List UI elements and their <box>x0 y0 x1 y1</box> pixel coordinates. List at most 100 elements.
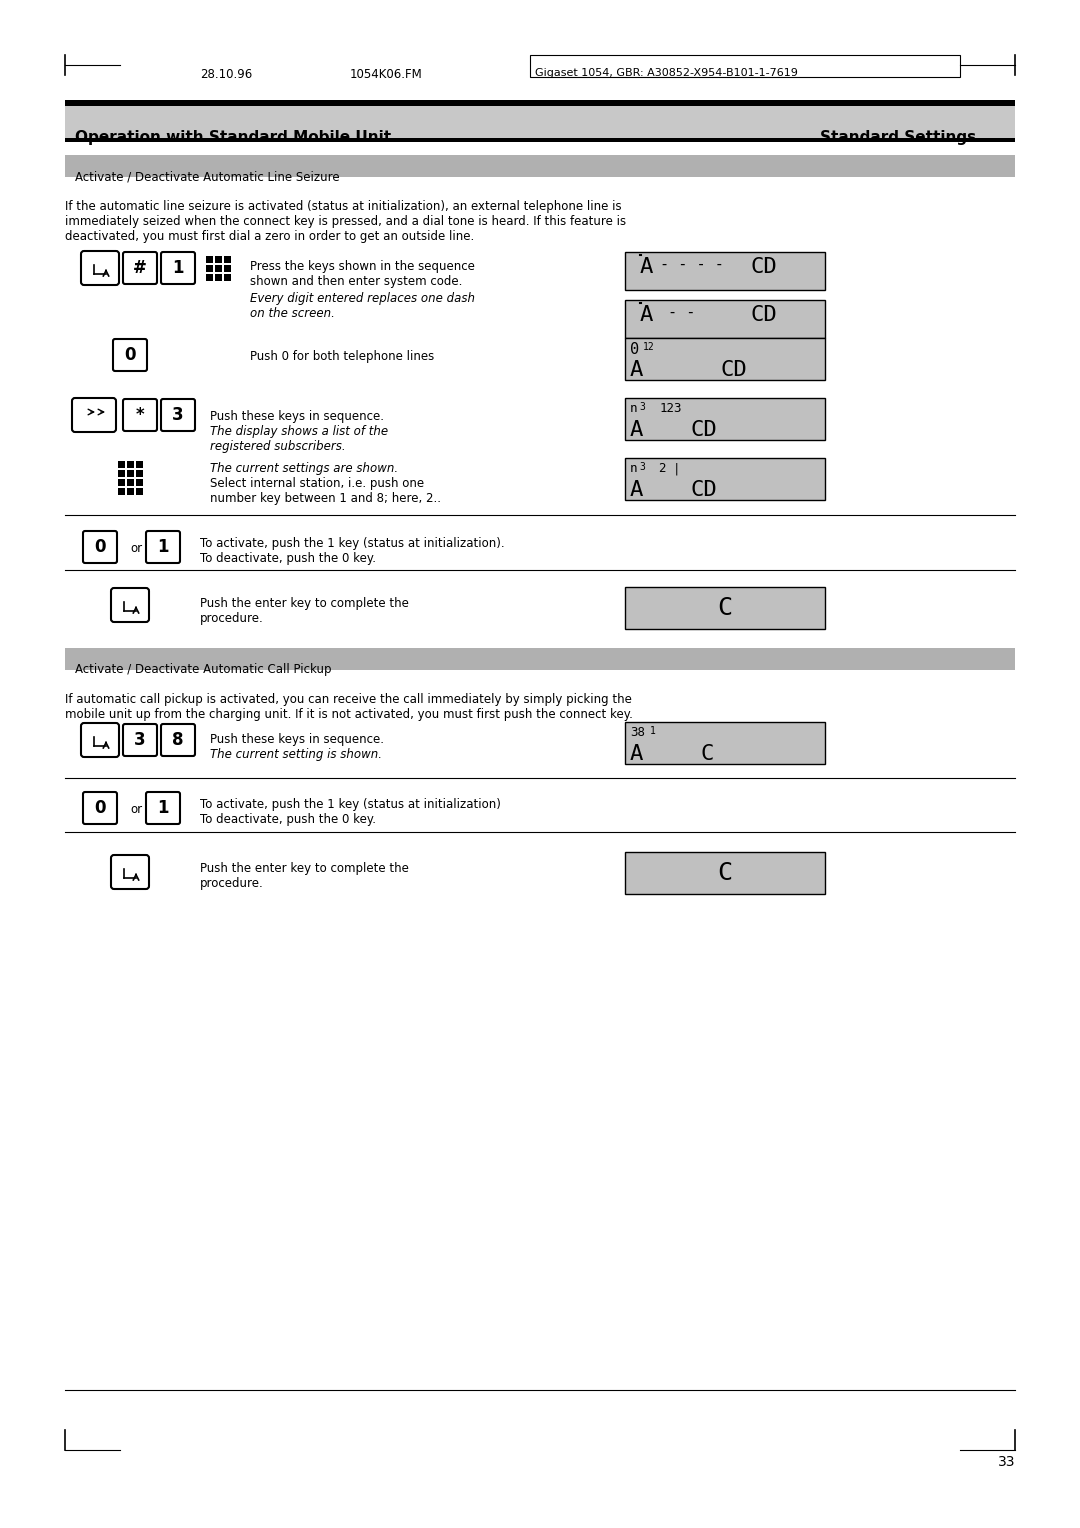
FancyBboxPatch shape <box>113 339 147 371</box>
Text: |: | <box>673 461 680 475</box>
Text: A: A <box>630 744 644 764</box>
Bar <box>136 461 143 468</box>
Text: C: C <box>700 744 714 764</box>
Text: 0: 0 <box>630 342 639 358</box>
Text: 2: 2 <box>658 461 665 475</box>
Bar <box>224 264 231 272</box>
Text: Press the keys shown in the sequence: Press the keys shown in the sequence <box>249 260 475 274</box>
Text: The display shows a list of the: The display shows a list of the <box>210 425 388 439</box>
Text: Every digit entered replaces one dash: Every digit entered replaces one dash <box>249 292 475 306</box>
Text: 3: 3 <box>639 402 645 413</box>
Bar <box>224 257 231 263</box>
Bar <box>127 461 134 468</box>
Text: *: * <box>136 406 145 423</box>
Bar <box>625 397 825 440</box>
Bar <box>118 471 125 477</box>
Text: Gigaset 1054, GBR: A30852-X954-B101-1-7619: Gigaset 1054, GBR: A30852-X954-B101-1-76… <box>535 69 798 78</box>
FancyBboxPatch shape <box>83 792 117 824</box>
Text: 8: 8 <box>172 730 184 749</box>
Bar <box>625 853 825 894</box>
Bar <box>65 105 1015 138</box>
FancyBboxPatch shape <box>72 397 116 432</box>
Text: CD: CD <box>720 361 746 380</box>
Text: #: # <box>133 260 147 277</box>
Bar <box>127 487 134 495</box>
Bar <box>625 338 825 380</box>
Bar <box>127 471 134 477</box>
Text: 33: 33 <box>998 1455 1015 1468</box>
Text: If the automatic line seizure is activated (status at initialization), an extern: If the automatic line seizure is activat… <box>65 200 626 243</box>
Bar <box>625 252 825 290</box>
Bar <box>127 478 134 486</box>
Text: 0: 0 <box>94 538 106 556</box>
Text: procedure.: procedure. <box>200 613 264 625</box>
Text: 12: 12 <box>643 342 654 351</box>
Text: Activate / Deactivate Automatic Call Pickup: Activate / Deactivate Automatic Call Pic… <box>75 663 332 675</box>
Text: CD: CD <box>750 257 777 277</box>
Bar <box>65 648 1015 669</box>
Bar <box>65 154 1015 177</box>
Bar <box>206 274 213 281</box>
FancyBboxPatch shape <box>123 399 157 431</box>
Text: n: n <box>630 402 637 416</box>
Text: To deactivate, push the 0 key.: To deactivate, push the 0 key. <box>200 552 376 565</box>
FancyBboxPatch shape <box>161 252 195 284</box>
FancyBboxPatch shape <box>111 588 149 622</box>
FancyBboxPatch shape <box>81 723 119 756</box>
Bar <box>625 458 825 500</box>
Text: registered subscribers.: registered subscribers. <box>210 440 346 452</box>
Bar <box>224 274 231 281</box>
Text: - - - -: - - - - <box>660 257 724 272</box>
FancyBboxPatch shape <box>161 724 195 756</box>
Text: If automatic call pickup is activated, you can receive the call immediately by s: If automatic call pickup is activated, y… <box>65 694 633 721</box>
Bar <box>215 264 222 272</box>
Text: - -: - - <box>669 306 696 319</box>
Text: Operation with Standard Mobile Unit: Operation with Standard Mobile Unit <box>75 130 391 145</box>
Text: 0: 0 <box>94 799 106 817</box>
Bar <box>530 55 960 76</box>
Text: procedure.: procedure. <box>200 877 264 889</box>
Text: n: n <box>630 461 637 475</box>
Text: 1: 1 <box>158 538 168 556</box>
Bar <box>136 478 143 486</box>
Bar <box>118 478 125 486</box>
Bar <box>206 257 213 263</box>
Text: Activate / Deactivate Automatic Line Seizure: Activate / Deactivate Automatic Line Sei… <box>75 170 339 183</box>
Text: 0: 0 <box>124 345 136 364</box>
FancyBboxPatch shape <box>123 724 157 756</box>
Text: CD: CD <box>690 480 717 500</box>
Bar <box>625 723 825 764</box>
Text: 1: 1 <box>172 260 184 277</box>
Text: number key between 1 and 8; here, 2..: number key between 1 and 8; here, 2.. <box>210 492 441 504</box>
Text: The current setting is shown.: The current setting is shown. <box>210 749 382 761</box>
Text: C: C <box>717 596 732 620</box>
FancyBboxPatch shape <box>81 251 119 286</box>
Bar <box>215 274 222 281</box>
Text: on the screen.: on the screen. <box>249 307 335 319</box>
Text: 3: 3 <box>134 730 146 749</box>
Text: or: or <box>130 542 143 555</box>
FancyBboxPatch shape <box>146 792 180 824</box>
Text: Push these keys in sequence.: Push these keys in sequence. <box>210 733 384 746</box>
Bar <box>206 264 213 272</box>
Text: 3: 3 <box>172 406 184 423</box>
Bar <box>118 487 125 495</box>
Bar <box>625 299 825 338</box>
Text: 28.10.96: 28.10.96 <box>200 69 253 81</box>
Text: A: A <box>640 306 653 325</box>
Text: A: A <box>640 257 653 277</box>
Text: Push these keys in sequence.: Push these keys in sequence. <box>210 410 384 423</box>
Text: shown and then enter system code.: shown and then enter system code. <box>249 275 462 287</box>
FancyBboxPatch shape <box>161 399 195 431</box>
Text: Push the enter key to complete the: Push the enter key to complete the <box>200 597 409 610</box>
Text: Standard Settings: Standard Settings <box>820 130 976 145</box>
Text: CD: CD <box>690 420 717 440</box>
Text: Select internal station, i.e. push one: Select internal station, i.e. push one <box>210 477 424 490</box>
Text: 1: 1 <box>650 726 656 736</box>
Text: To activate, push the 1 key (status at initialization).: To activate, push the 1 key (status at i… <box>200 536 504 550</box>
Bar <box>625 587 825 630</box>
Text: 3: 3 <box>639 461 645 472</box>
Bar <box>136 471 143 477</box>
Text: 123: 123 <box>660 402 683 416</box>
Text: The current settings are shown.: The current settings are shown. <box>210 461 399 475</box>
